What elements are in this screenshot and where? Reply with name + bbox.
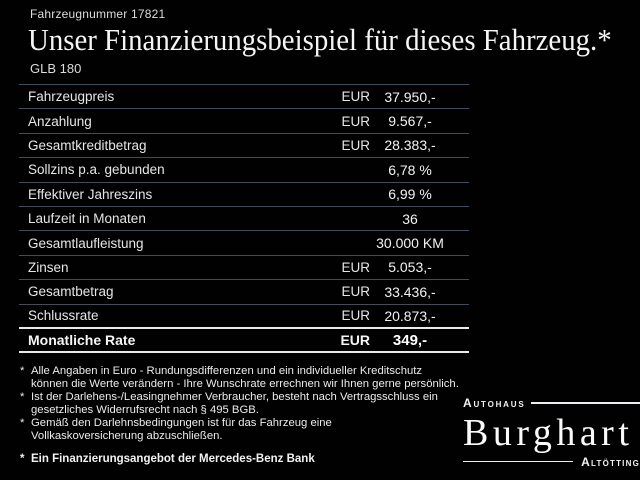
footnote-text: Ist der Darlehens-/Leasingnehmer Verbrau… xyxy=(31,391,438,403)
row-label: Anzahlung xyxy=(28,113,92,129)
table-row-monthly-rate: Monatliche Rate EUR 349,- xyxy=(19,329,469,354)
footnote-marker: * xyxy=(20,391,25,403)
row-currency: EUR xyxy=(341,259,370,275)
footnotes-block: * Alle Angaben in Euro - Rundungsdifferen… xyxy=(20,365,459,443)
row-currency: EUR xyxy=(341,89,370,105)
row-currency: EUR xyxy=(341,308,370,324)
table-row: Effektiver Jahreszins 6,99 % xyxy=(19,183,469,207)
row-label: Laufzeit in Monaten xyxy=(28,211,146,227)
footnote: * Gemäß den Darlehnsbedingungen ist für d… xyxy=(20,417,459,443)
model-name: GLB 180 xyxy=(30,61,82,76)
dealer-logo-top-row: Autohaus xyxy=(463,396,640,410)
row-value: 9.567,- xyxy=(388,113,432,130)
table-row: Gesamtbetrag EUR 33.436,- xyxy=(19,280,469,305)
footnote-marker: * xyxy=(20,417,25,429)
footnote-line: können die Werte verändern - Ihre Wunsch… xyxy=(31,378,459,390)
table-row: Gesamtkreditbetrag EUR 28.383,- xyxy=(19,134,469,159)
row-currency: EUR xyxy=(341,113,370,129)
row-value: 30.000 KM xyxy=(376,235,444,252)
row-value: 36 xyxy=(402,210,418,227)
vehicle-number: Fahrzeugnummer 17821 xyxy=(30,7,166,21)
row-value: 33.436,- xyxy=(384,283,436,300)
row-value: 37.950,- xyxy=(384,88,436,105)
financing-table: Fahrzeugpreis EUR 37.950,- Anzahlung EUR… xyxy=(19,84,469,354)
dealer-logo-autohaus: Autohaus xyxy=(463,396,526,410)
row-value: 28.383,- xyxy=(384,137,436,154)
footnote-text: Gemäß den Darlehnsbedingungen ist für da… xyxy=(31,417,332,429)
footnote: * Ist der Darlehens-/Leasingnehmer Verbra… xyxy=(20,391,459,417)
row-label: Fahrzeugpreis xyxy=(28,89,115,105)
footnote-text: Alle Angaben in Euro - Rundungsdifferenz… xyxy=(31,365,423,377)
footnote-line: * Ist der Darlehens-/Leasingnehmer Verbra… xyxy=(20,391,459,404)
row-label: Gesamtkreditbetrag xyxy=(28,137,147,153)
row-value: 6,99 % xyxy=(388,186,432,203)
row-currency: EUR xyxy=(341,137,370,153)
row-value: 20.873,- xyxy=(384,307,436,324)
financing-note-text: Ein Finanzierungsangebot der Mercedes-Be… xyxy=(31,453,315,465)
page-title: Unser Finanzierungsbeispiel für dieses F… xyxy=(28,22,612,57)
table-row: Laufzeit in Monaten 36 xyxy=(19,207,469,232)
dealer-logo-bottom-row: Altötting xyxy=(463,454,640,469)
table-row: Gesamtlaufleistung 30.000 KM xyxy=(19,231,469,256)
dealer-logo: Autohaus Burghart Altötting xyxy=(463,396,640,469)
footnote-line: Vollkaskoversicherung abzuschließen. xyxy=(31,430,223,442)
table-row: Fahrzeugpreis EUR 37.950,- xyxy=(19,85,469,110)
row-label: Gesamtlaufleistung xyxy=(28,235,144,251)
footnote-line: gesetzliches Widerrufsrecht nach § 495 B… xyxy=(31,404,259,416)
footnote-marker: * xyxy=(20,453,25,465)
row-currency: EUR xyxy=(341,284,370,300)
financing-note: * Ein Finanzierungsangebot der Mercedes-B… xyxy=(20,453,315,465)
row-currency: EUR xyxy=(340,332,370,349)
table-row: Anzahlung EUR 9.567,- xyxy=(19,109,469,134)
row-value: 5.053,- xyxy=(388,259,432,276)
table-row: Sollzins p.a. gebunden 6,78 % xyxy=(19,158,469,183)
row-label: Schlussrate xyxy=(28,308,99,324)
footnote-line: * Alle Angaben in Euro - Rundungsdifferen… xyxy=(20,365,459,378)
dealer-logo-name: Burghart xyxy=(463,412,634,454)
footnote: * Alle Angaben in Euro - Rundungsdifferen… xyxy=(20,365,459,391)
row-value: 6,78 % xyxy=(388,161,432,178)
footnote-marker: * xyxy=(20,365,25,377)
dealer-logo-city: Altötting xyxy=(581,454,640,469)
footnote-line: * Gemäß den Darlehnsbedingungen ist für d… xyxy=(20,417,459,430)
row-label: Gesamtbetrag xyxy=(28,284,114,300)
logo-rule-bottom xyxy=(463,460,574,463)
row-value: 349,- xyxy=(392,331,428,349)
table-row: Zinsen EUR 5.053,- xyxy=(19,256,469,281)
row-label: Monatliche Rate xyxy=(28,332,136,349)
row-label: Zinsen xyxy=(28,259,69,275)
row-label: Sollzins p.a. gebunden xyxy=(28,162,165,178)
logo-rule-top xyxy=(531,402,640,404)
table-row: Schlussrate EUR 20.873,- xyxy=(19,305,469,329)
row-label: Effektiver Jahreszins xyxy=(28,186,153,202)
